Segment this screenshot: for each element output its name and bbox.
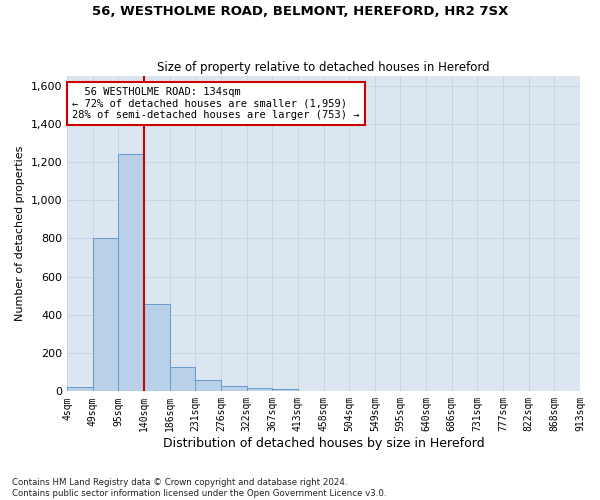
Text: 56, WESTHOLME ROAD, BELMONT, HEREFORD, HR2 7SX: 56, WESTHOLME ROAD, BELMONT, HEREFORD, H…: [92, 5, 508, 18]
Text: Contains HM Land Registry data © Crown copyright and database right 2024.
Contai: Contains HM Land Registry data © Crown c…: [12, 478, 386, 498]
Bar: [67, 386, 92, 392]
Bar: [221, 386, 247, 392]
Title: Size of property relative to detached houses in Hereford: Size of property relative to detached ho…: [157, 60, 490, 74]
Bar: [92, 238, 118, 392]
Bar: [247, 388, 272, 392]
Bar: [195, 380, 221, 392]
Y-axis label: Number of detached properties: Number of detached properties: [15, 146, 25, 322]
Bar: [272, 389, 298, 392]
Bar: [118, 154, 144, 392]
Text: 56 WESTHOLME ROAD: 134sqm
← 72% of detached houses are smaller (1,959)
28% of se: 56 WESTHOLME ROAD: 134sqm ← 72% of detac…: [72, 87, 359, 120]
Bar: [170, 368, 195, 392]
Bar: [144, 304, 170, 392]
X-axis label: Distribution of detached houses by size in Hereford: Distribution of detached houses by size …: [163, 437, 484, 450]
